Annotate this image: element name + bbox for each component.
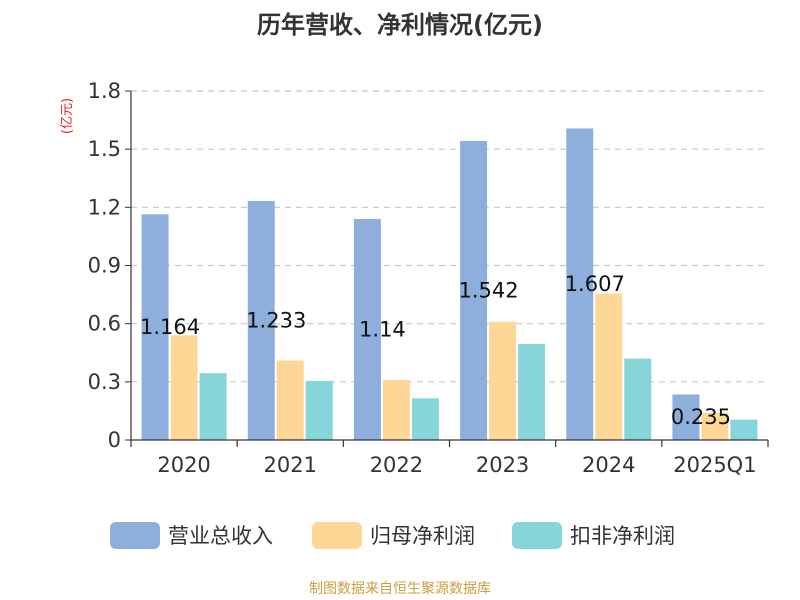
bar-2025Q1-归母净利润 [701, 412, 729, 440]
y-tick-label: 0.6 [88, 312, 121, 336]
bar-2025Q1-扣非净利润 [730, 419, 758, 440]
data-label: 1.14 [359, 317, 406, 341]
legend-label: 营业总收入 [168, 524, 273, 548]
bar-2020-营业总收入 [141, 214, 169, 440]
bar-2025Q1-营业总收入 [672, 394, 700, 440]
bar-2022-扣非净利润 [411, 398, 439, 440]
x-tick-label: 2020 [157, 453, 210, 477]
bar-2023-营业总收入 [460, 141, 488, 441]
bar-2023-归母净利润 [489, 321, 517, 440]
legend-swatch [512, 522, 562, 549]
bars [141, 128, 758, 441]
y-tick-label: 0.9 [88, 254, 121, 278]
legend-item[interactable]: 扣非净利润 [512, 522, 675, 549]
y-tick-label: 0.3 [88, 370, 121, 394]
x-tick-label: 2021 [264, 453, 317, 477]
y-tick-label: 0 [108, 428, 121, 452]
y-tick-label: 1.5 [88, 137, 121, 161]
legend-item[interactable]: 营业总收入 [110, 522, 273, 549]
data-label: 1.233 [246, 308, 306, 332]
bar-2024-营业总收入 [566, 128, 594, 440]
bar-2021-扣非净利润 [305, 380, 333, 440]
legend-item[interactable]: 归母净利润 [312, 522, 475, 549]
y-tick-label: 1.8 [88, 79, 121, 103]
x-tick-label: 2023 [476, 453, 529, 477]
bar-2021-归母净利润 [276, 360, 304, 440]
legend-label: 归母净利润 [370, 524, 475, 548]
gridlines [131, 90, 768, 383]
x-tick-label: 2022 [370, 453, 423, 477]
legend-label: 扣非净利润 [570, 524, 675, 548]
legend-swatch [110, 522, 160, 549]
bar-2022-营业总收入 [353, 218, 381, 440]
y-tick-label: 1.2 [88, 195, 121, 219]
data-label: 1.164 [140, 315, 200, 339]
data-labels: 1.164 1.233 1.14 1.542 1.607 0.235 [140, 272, 731, 429]
source-note: 制图数据来自恒生聚源数据库 [309, 581, 491, 597]
chart-title: 历年营收、净利情况(亿元) [257, 11, 543, 39]
y-axis-unit-label: (亿元) [60, 98, 75, 134]
bar-2020-扣非净利润 [199, 373, 227, 440]
legend-swatch [312, 522, 362, 549]
x-axis-ticks: 2020 2021 2022 2023 2024 2025Q1 [157, 453, 756, 477]
bar-2021-营业总收入 [247, 200, 275, 440]
legend: 营业总收入 归母净利润 扣非净利润 [110, 522, 675, 549]
data-label: 1.607 [565, 272, 625, 296]
bar-2023-扣非净利润 [518, 344, 546, 440]
data-label: 0.235 [671, 405, 731, 429]
x-axis [130, 91, 769, 447]
y-axis-ticks: 0 0.3 0.6 0.9 1.2 1.5 1.8 [88, 79, 131, 452]
data-label: 1.542 [459, 279, 519, 303]
x-tick-label: 2025Q1 [673, 453, 756, 477]
bar-2024-归母净利润 [595, 293, 623, 440]
bar-2020-归母净利润 [170, 335, 198, 440]
bar-2022-归母净利润 [382, 379, 410, 440]
bar-2024-扣非净利润 [624, 358, 652, 440]
x-tick-label: 2024 [582, 453, 635, 477]
